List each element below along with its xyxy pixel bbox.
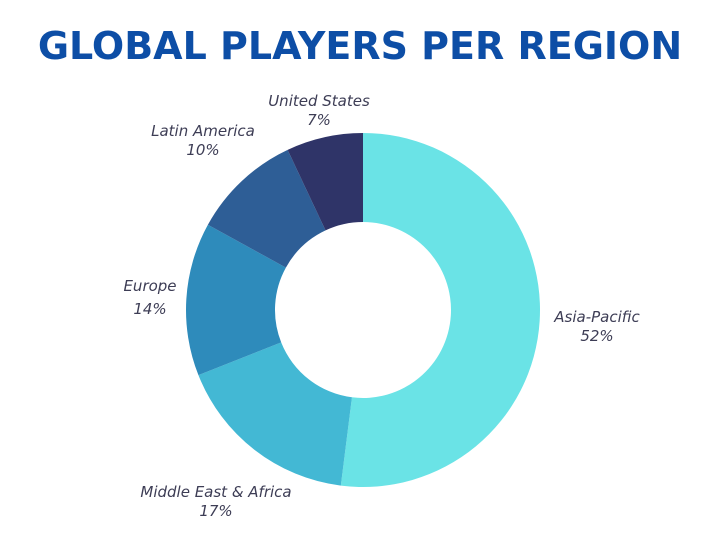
slice-asia-pacific — [340, 133, 540, 487]
slice-value-label: 14% — [133, 300, 166, 318]
slice-value-label: 10% — [186, 141, 219, 159]
slice-value-label: 17% — [199, 502, 232, 520]
slice-label: Asia-Pacific — [553, 308, 640, 326]
slice-united-states — [287, 133, 363, 231]
slice-latin-america — [207, 149, 326, 268]
slice-label: Middle East & Africa — [140, 483, 291, 501]
slice-value-label: 52% — [580, 327, 613, 345]
slice-label: Europe — [123, 277, 176, 295]
slice-value-label: 7% — [307, 111, 331, 129]
slice-label: United States — [268, 92, 370, 110]
slice-middle-east-africa — [198, 342, 352, 486]
slice-europe — [186, 224, 286, 376]
slice-label: Latin America — [151, 122, 255, 140]
chart-title: GLOBAL PLAYERS PER REGION — [37, 24, 683, 68]
